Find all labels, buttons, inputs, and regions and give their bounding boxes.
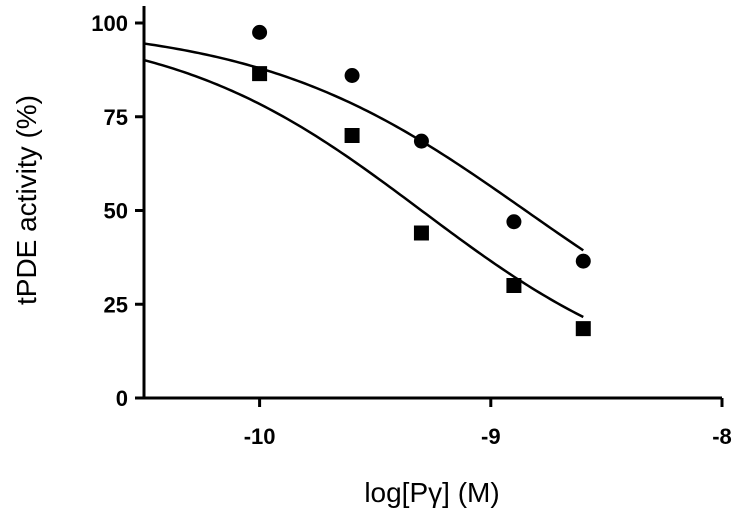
x-axis-title: log[Pγ] (M)	[364, 477, 499, 508]
data-point-circle	[344, 68, 360, 83]
data-point-square	[506, 278, 522, 293]
x-tick-label: -10	[244, 424, 276, 449]
x-tick-label: -8	[712, 424, 732, 449]
data-point-circle	[506, 214, 522, 230]
y-tick-label: 0	[116, 386, 128, 411]
data-point-circle	[413, 133, 429, 149]
data-points	[252, 24, 591, 337]
y-axis-title: tPDE activity (%)	[11, 95, 42, 305]
data-point-square	[252, 66, 268, 82]
y-tick-label: 75	[104, 105, 128, 130]
data-point-circle	[575, 253, 591, 269]
data-point-square	[344, 128, 360, 143]
y-tick-label: 100	[91, 11, 128, 36]
ticks: 0 25 50 75 100 -10 -9 -8	[91, 11, 732, 449]
data-point-circle	[252, 24, 268, 40]
fit-curve-square	[143, 58, 584, 319]
y-tick-label: 50	[104, 199, 128, 224]
x-tick-label: -9	[481, 424, 501, 449]
y-tick-label: 25	[104, 292, 128, 317]
fit-curve-circle	[143, 42, 584, 252]
data-point-square	[413, 225, 429, 241]
fit-curves	[143, 42, 584, 319]
axes	[142, 6, 722, 400]
data-point-square	[575, 321, 591, 337]
